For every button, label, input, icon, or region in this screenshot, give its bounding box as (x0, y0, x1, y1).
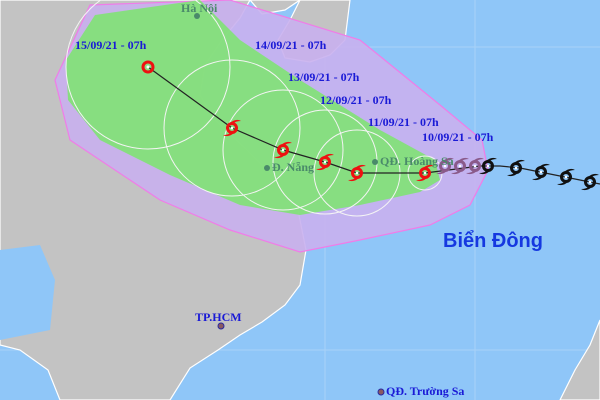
typhoon-icon (316, 153, 334, 171)
forecast-time-label: 11/09/21 - 07h (368, 115, 439, 129)
gulf-of-thailand (0, 245, 55, 340)
past-storm-icon (436, 157, 454, 175)
sea-label: Biển Đông (443, 230, 543, 252)
forecast-track (147, 66, 425, 174)
forecast-time-label: 13/09/21 - 07h (288, 70, 360, 84)
place-label-hcm: TP.HCM (195, 310, 242, 324)
city-dot-icon (194, 13, 200, 19)
past-storm-icon (557, 168, 575, 186)
island-dot-icon (377, 388, 385, 396)
past-storm-icon (479, 157, 497, 175)
past-storm-icon (532, 163, 550, 181)
typhoon-icon (274, 141, 292, 159)
place-label-hanoi: Hà Nội (181, 1, 218, 15)
place-markers (194, 13, 385, 396)
danger-zone (66, 0, 440, 215)
low-pressure-icon (141, 60, 155, 74)
forecast-time-label: 10/09/21 - 07h (422, 130, 494, 144)
past-storm-icon (466, 157, 484, 175)
place-label-hoang-sa: QĐ. Hoàng Sa (380, 154, 454, 168)
typhoon-icon (416, 164, 434, 182)
place-label-danang: Đ. Nẵng (272, 160, 315, 174)
philippines-island (559, 319, 600, 400)
forecast-time-label: 12/09/21 - 07h (320, 93, 392, 107)
typhoon-icon (348, 164, 366, 182)
past-storm-icon (507, 159, 525, 177)
city-dot-icon (264, 165, 270, 171)
past-storm-icon (451, 157, 469, 175)
typhoon-icon (223, 119, 241, 137)
past-storm-icon (581, 173, 599, 191)
forecast-time-label: 15/09/21 - 07h (75, 38, 147, 52)
place-label-truong-sa: QĐ. Trường Sa (386, 384, 465, 398)
city-dot-icon (217, 322, 225, 330)
island-dot-icon (372, 159, 378, 165)
forecast-time-label: 14/09/21 - 07h (255, 38, 327, 52)
